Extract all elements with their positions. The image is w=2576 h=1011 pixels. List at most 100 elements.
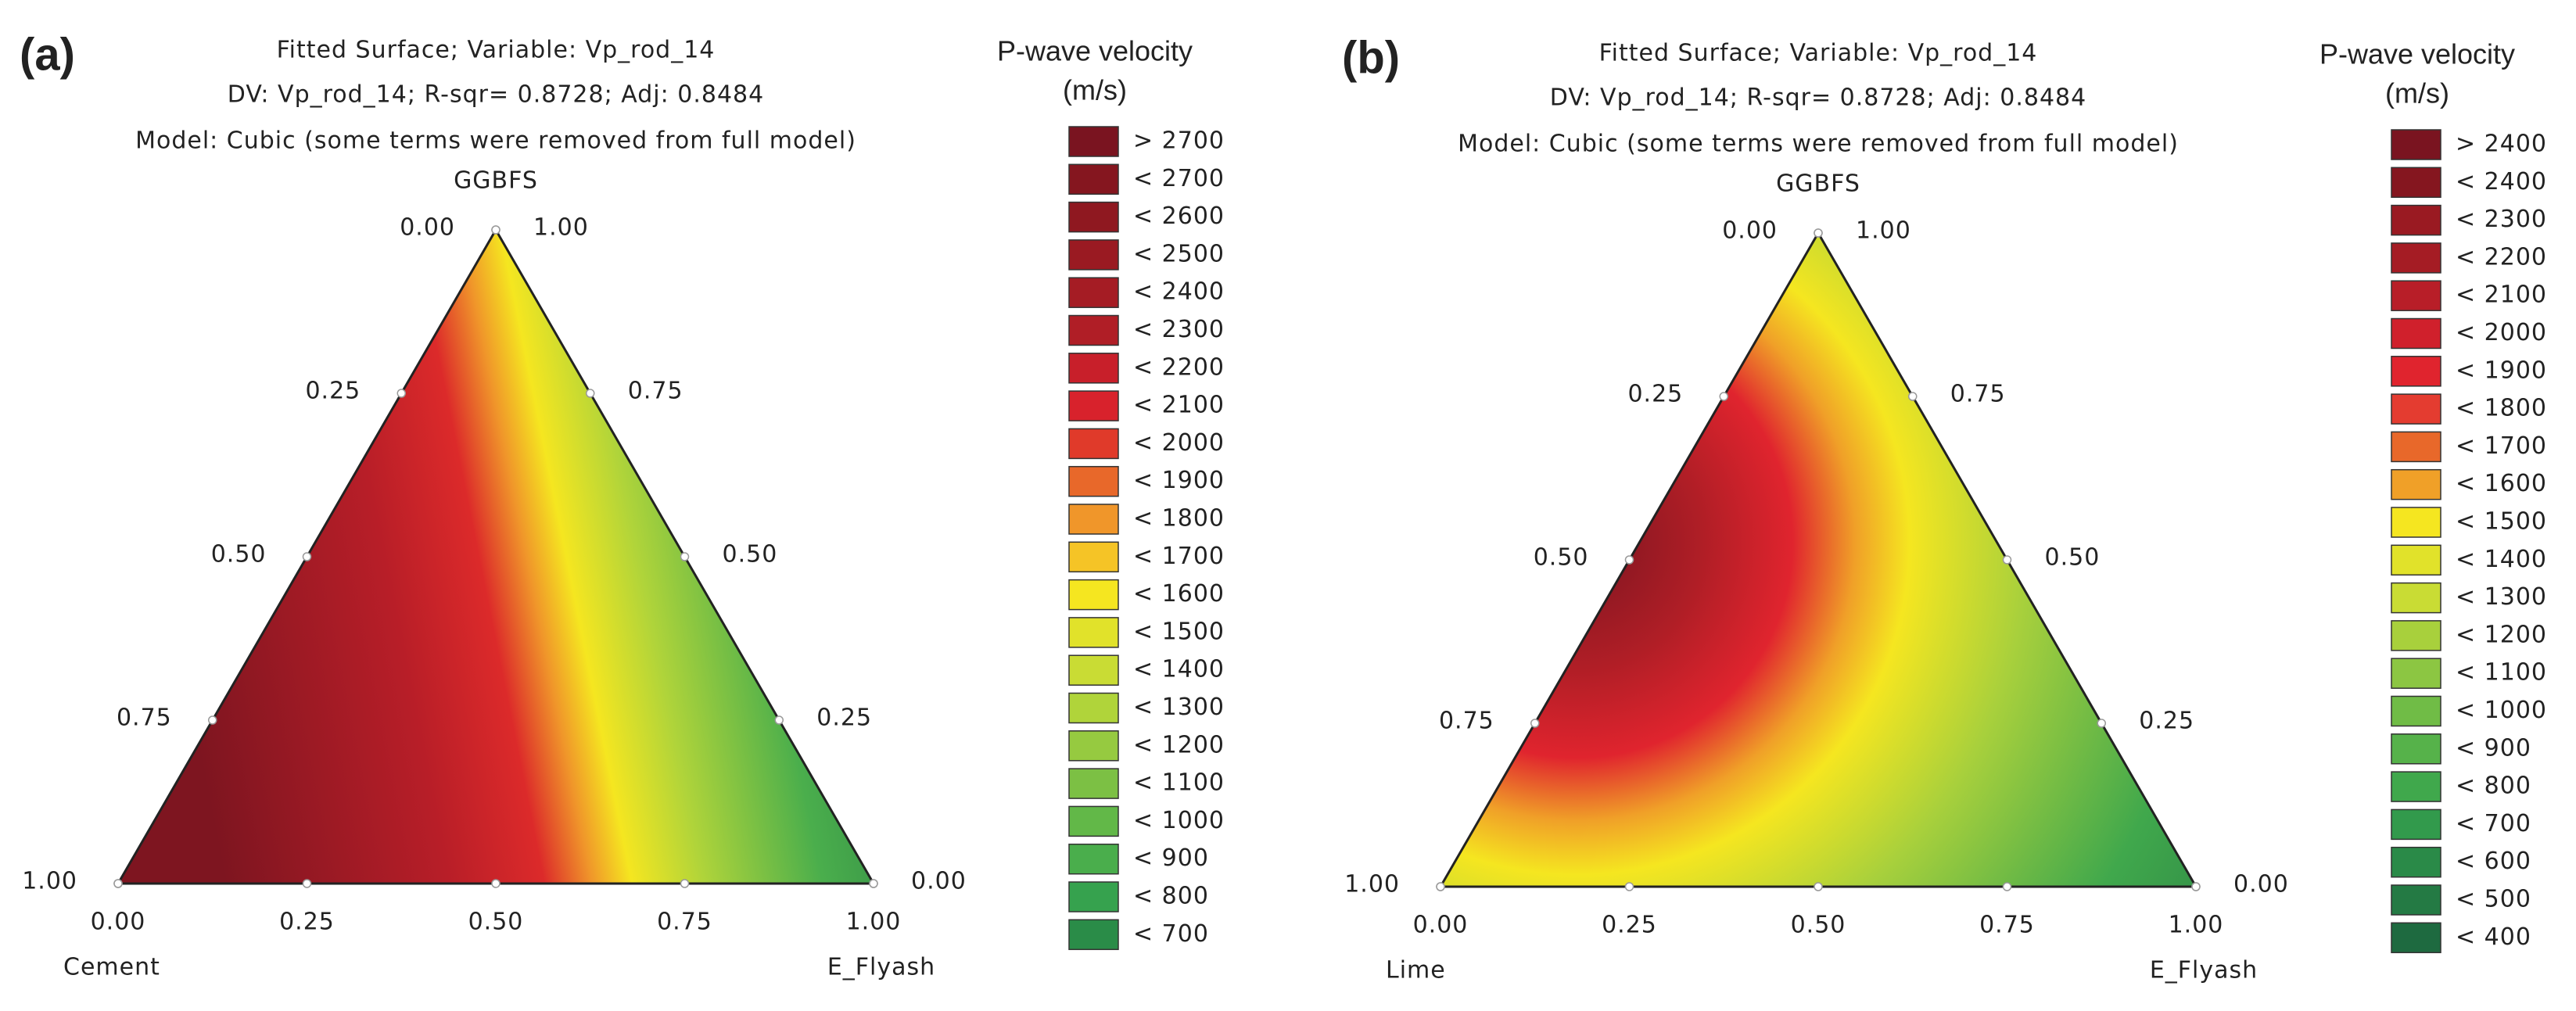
legend-label: < 900 — [1133, 844, 1209, 872]
legend-label: < 800 — [1133, 883, 1209, 910]
legend-label: < 2000 — [1133, 429, 1225, 457]
legend-label: < 2200 — [1133, 353, 1225, 381]
legend-swatch — [1068, 465, 1119, 497]
tick-mark — [1814, 228, 1823, 238]
chart-title: Fitted Surface; Variable: Vp_rod_14 — [277, 37, 716, 64]
legend-swatch — [2391, 507, 2441, 538]
tick-mark — [1436, 882, 1445, 891]
legend-swatch — [1068, 692, 1119, 724]
legend-swatch — [2391, 242, 2441, 274]
panel-label: (a) — [20, 29, 75, 80]
tick-label: 0.00 — [911, 868, 967, 895]
axis-label: GGBFS — [1776, 170, 1860, 198]
legend-label: < 500 — [2456, 886, 2531, 913]
legend-swatch — [2391, 468, 2441, 500]
legend-swatch — [2391, 733, 2441, 765]
tick-mark — [774, 715, 784, 725]
legend-label: < 2400 — [2456, 168, 2547, 195]
tick-mark — [2191, 882, 2201, 891]
legend-swatch — [2391, 167, 2441, 199]
legend-swatch — [1068, 390, 1119, 421]
legend-label: < 2000 — [2456, 319, 2547, 346]
tick-mark — [586, 389, 595, 398]
legend-label: > 2400 — [2456, 131, 2547, 158]
legend-label: < 1500 — [1133, 618, 1225, 645]
tick-label: 0.25 — [2139, 708, 2194, 735]
legend-swatch — [2391, 204, 2441, 236]
legend-label: < 1400 — [1133, 656, 1225, 683]
tick-label: 0.50 — [1534, 544, 1589, 572]
tick-mark — [208, 715, 217, 725]
legend-swatch — [1068, 805, 1119, 837]
tick-label: 0.25 — [1602, 912, 1657, 939]
legend-swatch — [2391, 658, 2441, 689]
legend-swatch — [1068, 428, 1119, 460]
tick-label: 0.75 — [657, 909, 712, 936]
legend-swatch — [1068, 579, 1119, 611]
tick-mark — [1719, 392, 1728, 401]
tick-mark — [491, 879, 500, 888]
contour-surface — [118, 230, 874, 884]
legend-swatch — [1068, 730, 1119, 762]
legend-swatch — [1068, 277, 1119, 308]
tick-mark — [680, 879, 690, 888]
legend-swatch — [2391, 356, 2441, 387]
tick-label: 0.00 — [400, 214, 455, 242]
legend-label: < 2400 — [1133, 278, 1225, 306]
legend-label: < 1600 — [2456, 470, 2547, 497]
tick-mark — [1908, 392, 1918, 401]
legend-swatch — [2391, 846, 2441, 878]
legend-label: < 700 — [2456, 810, 2531, 837]
legend-label: < 1000 — [1133, 807, 1225, 834]
tick-mark — [2002, 882, 2012, 891]
legend-label: < 700 — [1133, 920, 1209, 948]
tick-mark — [491, 225, 500, 235]
tick-mark — [2097, 719, 2106, 728]
tick-label: 1.00 — [846, 909, 902, 936]
legend-label: < 1600 — [1133, 580, 1225, 608]
legend-swatch — [1068, 843, 1119, 875]
legend-swatch — [1068, 654, 1119, 686]
legend-label: < 2600 — [1133, 203, 1225, 230]
legend-swatch — [1068, 541, 1119, 573]
legend-swatch — [2391, 544, 2441, 576]
tick-label: 0.25 — [279, 909, 335, 936]
tick-mark — [113, 879, 123, 888]
tick-mark — [396, 389, 406, 398]
legend-label: < 1300 — [2456, 583, 2547, 611]
tick-label: 0.25 — [1627, 381, 1683, 408]
legend-title: P-wave velocity — [997, 35, 1193, 67]
legend-label: < 2700 — [1133, 165, 1225, 192]
tick-label: 0.50 — [723, 541, 778, 568]
tick-label: 0.75 — [1439, 708, 1494, 735]
legend-swatch — [1068, 617, 1119, 648]
legend-unit: (m/s) — [1063, 74, 1127, 106]
legend-swatch — [1068, 768, 1119, 799]
legend-swatch — [1068, 163, 1119, 195]
tick-label: 0.75 — [628, 378, 683, 405]
chart-title: Fitted Surface; Variable: Vp_rod_14 — [1599, 40, 2038, 67]
legend-swatch — [1068, 881, 1119, 912]
tick-mark — [1624, 882, 1634, 891]
tick-mark — [1624, 555, 1634, 565]
legend-label: < 1900 — [1133, 467, 1225, 494]
legend-label: < 2300 — [1133, 316, 1225, 343]
tick-mark — [302, 552, 312, 561]
tick-label: 0.50 — [211, 541, 267, 568]
tick-label: 0.25 — [305, 378, 361, 405]
axis-label: GGBFS — [454, 167, 538, 195]
axis-label: E_Flyash — [827, 954, 935, 981]
legend-label: < 1700 — [1133, 543, 1225, 570]
tick-label: 1.00 — [2169, 912, 2224, 939]
axis-label: Lime — [1386, 957, 1446, 984]
legend-swatch — [2391, 431, 2441, 463]
legend-label: < 2100 — [2456, 281, 2547, 309]
legend-swatch — [2391, 808, 2441, 841]
axis-label: Cement — [63, 954, 160, 981]
tick-label: 0.75 — [117, 704, 172, 732]
legend-swatch — [1068, 504, 1119, 535]
legend-label: < 2200 — [2456, 243, 2547, 271]
legend-label: < 1300 — [1133, 694, 1225, 721]
legend-swatch — [2391, 922, 2441, 954]
tick-mark — [1814, 882, 1823, 891]
